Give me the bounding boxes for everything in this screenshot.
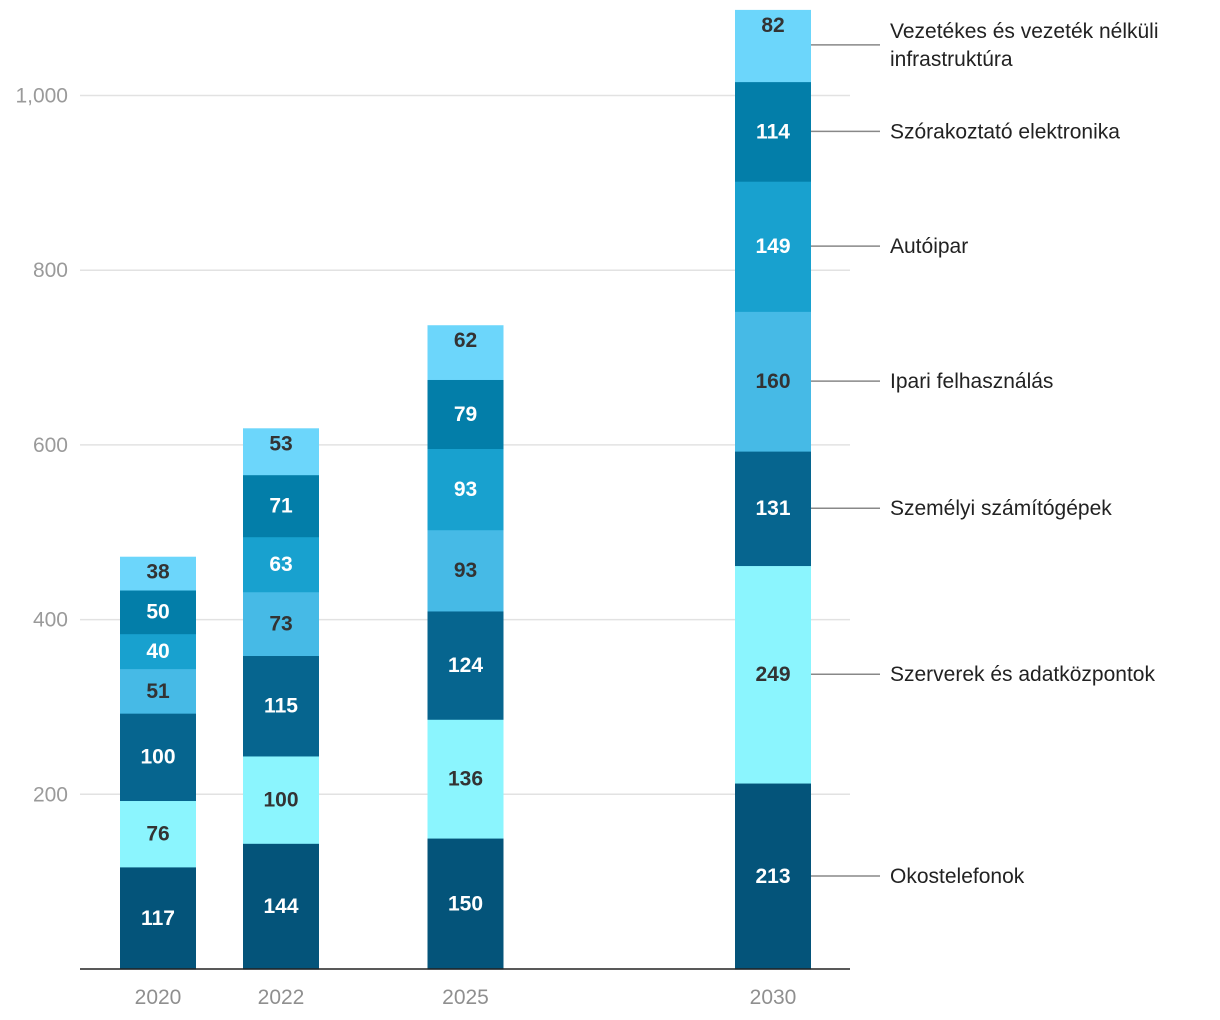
legend-label: Szórakoztató elektronika (890, 120, 1120, 143)
data-label: 150 (448, 892, 483, 915)
data-label: 160 (755, 370, 790, 393)
legend-label: Okostelefonok (890, 865, 1025, 888)
legend: Okostelefonok Szerverek és adatközpontok S… (811, 20, 1159, 888)
bar-segment (243, 536, 319, 593)
data-label: 93 (454, 478, 477, 501)
x-tick-label: 2025 (442, 986, 489, 1009)
bar-segment (735, 565, 811, 784)
data-label: 249 (755, 663, 790, 686)
bar-segment (120, 633, 196, 670)
bar-segment (120, 589, 196, 635)
data-label: 114 (756, 120, 790, 143)
bar-segment (243, 843, 319, 970)
y-axis: 200 400 600 800 1,000 (15, 85, 68, 807)
bar-segment (243, 474, 319, 538)
bar-segment (735, 81, 811, 182)
data-label: 93 (454, 559, 477, 582)
legend-label: Szerverek és adatközpontok (890, 663, 1155, 686)
bar-segment (120, 800, 196, 868)
x-tick-label: 2020 (135, 986, 182, 1009)
bar-segment (735, 451, 811, 567)
data-label: 50 (146, 601, 169, 624)
data-label: 213 (755, 865, 790, 888)
data-label: 71 (269, 495, 293, 518)
x-tick-label: 2030 (750, 986, 797, 1009)
data-label: 124 (448, 654, 483, 677)
data-label: 136 (448, 768, 483, 791)
y-tick-label: 1,000 (15, 85, 68, 108)
data-label: 79 (454, 403, 477, 426)
data-label: 62 (454, 329, 477, 352)
data-label: 117 (141, 907, 175, 930)
bar-segment (243, 755, 319, 844)
bar-segment (735, 311, 811, 452)
legend-label: Ipari felhasználás (890, 370, 1053, 393)
data-label: 76 (146, 823, 169, 846)
y-tick-label: 800 (33, 259, 68, 282)
data-label: 38 (146, 561, 170, 584)
bar-segment (735, 181, 811, 312)
data-label: 115 (264, 695, 298, 718)
y-tick-label: 400 (33, 609, 68, 632)
bar-segment (427, 837, 504, 970)
data-label: 73 (269, 613, 292, 636)
bar-segment (427, 379, 504, 449)
legend-label: Személyi számítógépek (890, 497, 1112, 520)
bar-segment (243, 428, 319, 476)
data-label: 149 (755, 235, 790, 258)
data-label: 131 (755, 497, 790, 520)
bar-segment (427, 529, 504, 612)
bar-segment (427, 448, 504, 531)
data-label: 100 (263, 789, 298, 812)
bar-segment (120, 556, 196, 591)
data-label: 51 (146, 680, 170, 703)
data-label: 40 (146, 640, 169, 663)
data-label: 100 (140, 746, 175, 769)
bar-segment (735, 782, 811, 970)
legend-label: Vezetékes és vezeték nélküli infrastruktú… (890, 20, 1159, 71)
y-tick-label: 600 (33, 434, 68, 457)
data-label: 144 (263, 895, 298, 918)
bar-segment (120, 866, 196, 970)
bar-segment (120, 668, 196, 714)
bar-segment (735, 9, 811, 83)
data-label: 53 (269, 432, 292, 455)
x-axis: 2020 2022 2025 2030 (80, 968, 850, 1009)
bar-segment (243, 655, 319, 757)
data-label: 82 (761, 14, 784, 37)
y-tick-label: 200 (33, 783, 68, 806)
legend-label: Autóipar (890, 235, 968, 258)
data-label: 63 (269, 553, 292, 576)
bar-segment (120, 713, 196, 802)
bar-segment (427, 610, 504, 720)
bar-segment (427, 325, 504, 380)
bars: 117 76 100 51 40 50 38 144 100 115 73 63 71 53 150 136 1… (120, 9, 811, 970)
bar-segment (243, 591, 319, 657)
x-tick-label: 2022 (258, 986, 305, 1009)
bar-segment (427, 719, 504, 839)
